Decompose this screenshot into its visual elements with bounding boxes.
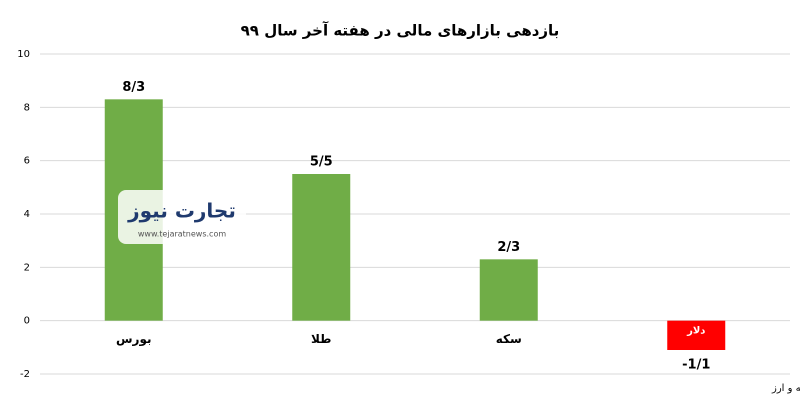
- y-tick-label: 2: [24, 262, 30, 273]
- value-label: 2/3: [497, 240, 520, 255]
- x-tick-label: طلا: [311, 332, 331, 346]
- value-label: 8/3: [122, 80, 145, 95]
- bar: [292, 174, 351, 321]
- x-tick-label: دلار: [686, 326, 705, 337]
- y-tick-label: 4: [24, 209, 30, 220]
- watermark-url: www.tejaratnews.com: [138, 230, 226, 239]
- source-note: منبع: سازمان بورس، صرافی ملی، شبکه اطلاع…: [771, 383, 800, 394]
- y-tick-label: 10: [17, 49, 30, 60]
- watermark-brand: تجارت نیوز: [127, 199, 236, 223]
- bar: [667, 320, 726, 350]
- chart-title: بازدهی بازارهای مالی در هفته آخر سال ۹۹: [241, 22, 560, 40]
- value-label: -1/1: [682, 358, 710, 373]
- x-tick-label: بورس: [116, 332, 152, 347]
- value-label: 5/5: [310, 155, 333, 170]
- y-tick-label: 8: [24, 102, 30, 113]
- y-tick-label: 0: [24, 316, 30, 327]
- bar: [479, 259, 538, 321]
- watermark-box: [118, 190, 246, 244]
- x-tick-label: سکه: [496, 332, 522, 346]
- watermark: تجارت نیوز www.tejaratnews.com: [118, 190, 246, 244]
- y-tick-label: 6: [24, 156, 30, 167]
- y-tick-label: -2: [20, 369, 30, 380]
